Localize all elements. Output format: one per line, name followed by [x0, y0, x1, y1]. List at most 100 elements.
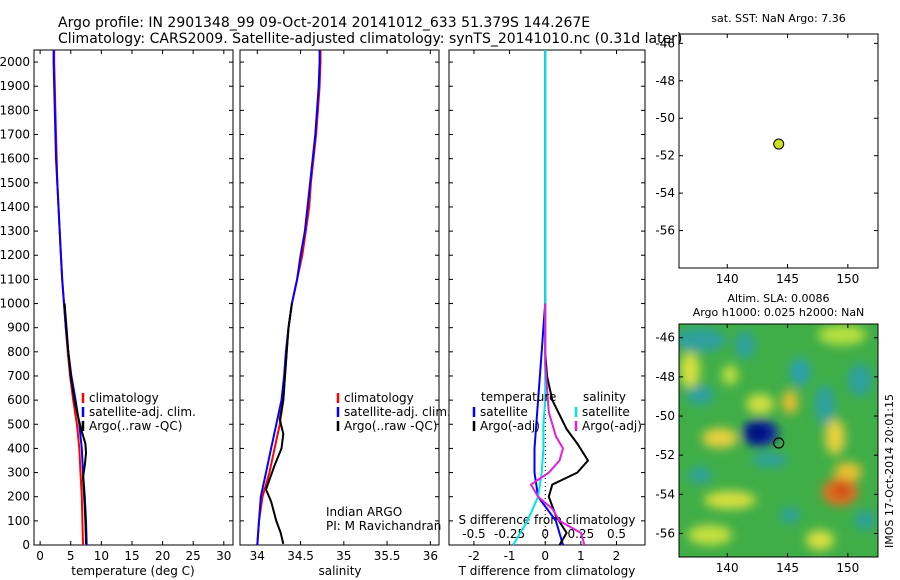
temperature-x-tick-label: 30 [216, 549, 231, 563]
salinity-legend-label: Argo(..raw -QC) [344, 419, 437, 433]
sla-map-ytick-label: -48 [655, 370, 675, 384]
depth-tick-label: 700 [7, 369, 30, 383]
sla-map-ytick-label: -46 [655, 331, 675, 345]
salinity-x-tick-label: 35.5 [374, 549, 401, 563]
salinity-series-2 [264, 303, 293, 545]
temperature-x-tick-label: 0 [36, 549, 44, 563]
argo-location-marker [773, 138, 785, 150]
difference-legend-title: salinity [583, 390, 626, 404]
difference-secondary-tick-label: -0.5 [462, 527, 485, 541]
difference-legend-temp-label: Argo(-adj) [480, 419, 540, 433]
difference-legend-title: temperature [481, 390, 556, 404]
depth-tick-label: 400 [7, 441, 30, 455]
temperature-x-tick-label: 25 [186, 549, 201, 563]
depth-tick-label: 300 [7, 466, 30, 480]
side-stamp: IMOS 17-Oct-2014 20:01:15 [883, 394, 896, 548]
difference-legend-temp-label: satellite [480, 405, 528, 419]
depth-tick-label: 1400 [0, 200, 30, 214]
sla-map-title: Argo h1000: 0.025 h2000: NaN [693, 306, 865, 319]
sla-map-frame [678, 323, 879, 558]
sst-map-ytick-label: -52 [655, 149, 675, 163]
sst-map-xtick-label: 140 [716, 272, 739, 286]
difference-series-2 [512, 50, 547, 546]
difference-secondary-tick-label: 0 [541, 527, 549, 541]
sla-map-xtick-label: 145 [776, 561, 799, 575]
depth-tick-label: 2000 [0, 55, 30, 69]
argo-location-marker [773, 437, 785, 449]
sst-map-ytick-label: -50 [655, 111, 675, 125]
difference-xlabel-top: S difference from climatology [459, 513, 636, 527]
sst-map-xtick-label: 150 [836, 272, 859, 286]
difference-x-tick-label: 1 [577, 549, 585, 563]
sla-map-ytick-label: -56 [655, 527, 675, 541]
salinity-x-tick-label: 34.5 [287, 549, 314, 563]
figure-title-line1: Argo profile: IN 2901348_99 09-Oct-2014 … [58, 15, 590, 31]
temperature-legend-label: climatology [89, 391, 159, 405]
sla-map-ytick-label: -52 [655, 448, 675, 462]
difference-x-tick-label: -2 [468, 549, 480, 563]
salinity-annotation: Indian ARGO [326, 505, 402, 519]
temperature-series-0 [53, 50, 84, 546]
salinity-x-tick-label: 35 [336, 549, 351, 563]
depth-tick-label: 1300 [0, 224, 30, 238]
temperature-legend-label: Argo(..raw -QC) [89, 419, 182, 433]
sla-map-xtick-label: 140 [716, 561, 739, 575]
salinity-legend-label: satellite-adj. clim. [344, 405, 451, 419]
temperature-panel-frame [33, 49, 234, 546]
temperature-x-tick-label: 5 [67, 549, 75, 563]
depth-tick-label: 800 [7, 345, 30, 359]
sla-map-title: Altim. SLA: 0.0086 [727, 292, 829, 305]
salinity-x-tick-label: 36 [423, 549, 438, 563]
difference-legend-sal-label: Argo(-adj) [582, 419, 642, 433]
difference-x-tick-label: 2 [613, 549, 621, 563]
difference-x-tick-label: 0 [541, 549, 549, 563]
temperature-series-1 [52, 50, 88, 546]
temperature-legend-label: satellite-adj. clim. [89, 405, 196, 419]
salinity-panel-frame [239, 49, 440, 546]
depth-tick-label: 1000 [0, 297, 30, 311]
temperature-series-2 [63, 303, 88, 544]
salinity-annotation: PI: M Ravichandran [326, 519, 441, 533]
sst-map-ytick-label: -56 [655, 224, 675, 238]
depth-tick-label: 1600 [0, 152, 30, 166]
temperature-x-tick-label: 15 [124, 549, 139, 563]
salinity-xlabel: salinity [318, 564, 361, 578]
temperature-xlabel: temperature (deg C) [71, 564, 194, 578]
sst-map-ytick-label: -54 [655, 186, 675, 200]
depth-tick-label: 1100 [0, 272, 30, 286]
depth-tick-label: 900 [7, 321, 30, 335]
sst-map-title: sat. SST: NaN Argo: 7.36 [711, 12, 845, 25]
depth-tick-label: 1500 [0, 176, 30, 190]
temperature-x-tick-label: 20 [155, 549, 170, 563]
depth-tick-label: 1900 [0, 79, 30, 93]
sst-map-ytick-label: -48 [655, 74, 675, 88]
depth-tick-label: 200 [7, 490, 30, 504]
difference-series-3 [529, 303, 586, 546]
sla-heatmap [679, 324, 878, 557]
sla-map-ytick-label: -54 [655, 487, 675, 501]
figure-title-line2: Climatology: CARS2009. Satellite-adjuste… [58, 31, 682, 47]
difference-x-tick-label: -1 [504, 549, 516, 563]
difference-series-0 [533, 50, 564, 546]
depth-tick-label: 0 [22, 538, 30, 552]
salinity-x-tick-label: 34 [250, 549, 265, 563]
depth-tick-label: 100 [7, 514, 30, 528]
difference-secondary-tick-label: 0.5 [607, 527, 626, 541]
depth-tick-label: 1200 [0, 248, 30, 262]
depth-tick-label: 1800 [0, 103, 30, 117]
temperature-x-tick-label: 10 [94, 549, 109, 563]
salinity-series-1 [256, 50, 321, 546]
depth-tick-label: 1700 [0, 128, 30, 142]
difference-xlabel: T difference from climatology [458, 564, 636, 578]
sla-map-xtick-label: 150 [836, 561, 859, 575]
sst-map-ytick-label: -46 [655, 36, 675, 50]
sst-map-xtick-label: 145 [776, 272, 799, 286]
salinity-legend-label: climatology [344, 391, 414, 405]
depth-tick-label: 600 [7, 393, 30, 407]
difference-panel-frame [448, 49, 646, 546]
sla-map-ytick-label: -50 [655, 409, 675, 423]
sst-map-frame [678, 33, 879, 269]
depth-tick-label: 500 [7, 417, 30, 431]
difference-legend-sal-label: satellite [582, 405, 630, 419]
